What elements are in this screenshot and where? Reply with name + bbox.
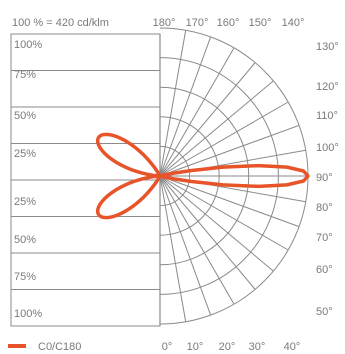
angle-gridline <box>159 175 235 305</box>
radial-label: 75% <box>14 69 36 81</box>
angle-label-right: 130° <box>316 41 339 53</box>
angle-gridline <box>159 101 289 177</box>
angle-label-right: 60° <box>316 264 333 276</box>
angle-gridline <box>159 124 300 177</box>
angle-gridline <box>159 175 289 251</box>
angle-gridline <box>159 175 274 272</box>
legend: C0/C180 <box>8 341 81 353</box>
angle-label-top: 150° <box>249 17 272 29</box>
beam-main <box>159 163 310 189</box>
legend-label: C0/C180 <box>38 341 81 353</box>
angle-label-right: 50° <box>316 306 333 318</box>
angle-gridline <box>159 175 212 316</box>
angle-gridline <box>159 30 187 177</box>
axis-labels: 100% 75% 50% 25% 25% 50% 75% 100% 180° 170° 160° 15… <box>14 17 339 353</box>
angle-label-bottom: 10° <box>187 341 204 353</box>
angle-gridline <box>159 80 274 177</box>
beam-side-lobe <box>95 174 162 220</box>
angle-label-right: 70° <box>316 232 333 244</box>
angle-label-top: 140° <box>282 17 305 29</box>
angle-gridline <box>159 62 256 177</box>
beam-side-lobe <box>95 132 162 178</box>
angle-label-top: 180° <box>153 17 176 29</box>
angle-gridline <box>159 175 187 322</box>
angle-label-right: 80° <box>316 202 333 214</box>
angle-gridline <box>159 175 256 290</box>
angle-gridline <box>159 175 300 228</box>
radial-label: 25% <box>14 196 36 208</box>
radial-label: 75% <box>14 271 36 283</box>
angle-label-right: 110° <box>316 110 338 122</box>
chart-title: 100 % = 420 cd/klm <box>12 17 109 29</box>
radial-label: 50% <box>14 110 36 122</box>
angle-label-right: 90° <box>316 172 333 184</box>
angle-label-top: 170° <box>186 17 209 29</box>
radial-label: 100% <box>14 308 42 320</box>
angle-label-top: 160° <box>217 17 240 29</box>
angle-label-bottom: 20° <box>219 341 236 353</box>
radial-label: 25% <box>14 148 36 160</box>
angle-label-bottom: 0° <box>162 341 173 353</box>
series-curves <box>95 132 310 220</box>
radial-label: 50% <box>14 234 36 246</box>
angle-label-bottom: 30° <box>249 341 266 353</box>
radial-label: 100% <box>14 39 42 51</box>
angle-label-right: 100° <box>316 142 339 154</box>
angle-label-bottom: 40° <box>284 341 301 353</box>
angle-gridline <box>159 47 235 177</box>
angle-label-right: 120° <box>316 81 339 93</box>
angle-gridline <box>159 36 212 177</box>
